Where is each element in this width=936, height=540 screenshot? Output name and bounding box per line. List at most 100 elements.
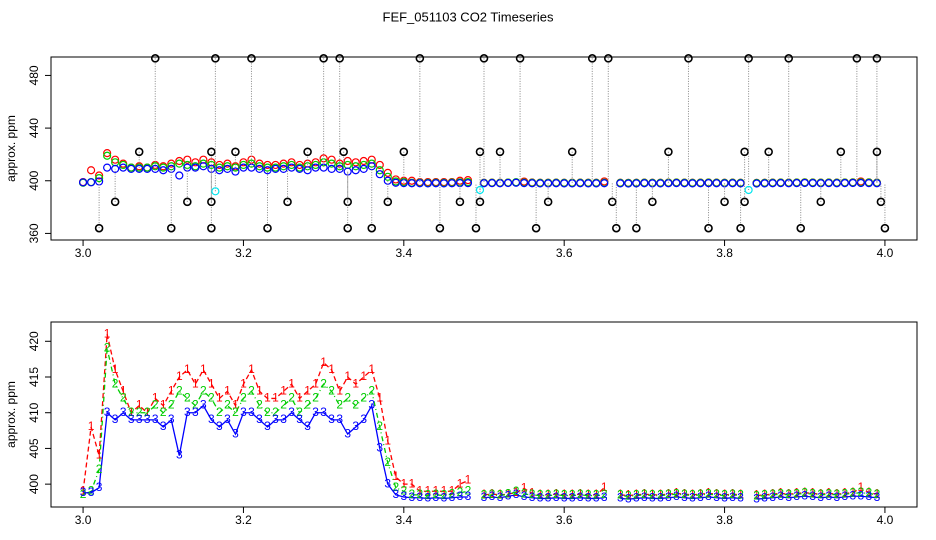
point-label: 1 [673,486,680,500]
point [391,178,400,187]
point-label: 2 [288,391,295,405]
point [872,147,882,157]
y-tick-label: 480 [27,65,41,85]
point-label: 3 [408,490,415,504]
point-label: 1 [128,405,135,419]
point-label: 2 [441,488,448,502]
point [199,159,208,168]
point [86,178,96,187]
point-label: 2 [673,486,680,500]
point-label: 2 [465,483,472,497]
point-label: 2 [112,376,119,390]
point-label: 1 [481,487,488,501]
point-label: 1 [144,405,151,419]
point-label: 2 [408,487,415,501]
point [359,156,368,166]
point-label: 3 [777,489,784,503]
point-label: 3 [264,419,271,433]
point [664,147,673,157]
point [712,179,721,188]
point-label: 3 [729,490,736,504]
point-label: 1 [641,486,648,500]
point [335,164,344,174]
point-label: 3 [376,441,383,455]
point-label: 1 [208,376,215,390]
x-tick-label: 3.2 [235,246,252,260]
point [592,179,601,188]
point [431,179,440,188]
point-label: 3 [336,412,343,426]
point-label: 1 [874,486,881,500]
point [283,197,292,207]
point [111,164,120,174]
point [688,179,697,188]
point [223,162,232,171]
point [287,163,296,172]
point-label: 1 [545,487,552,501]
point [207,223,216,233]
point-label: 1 [721,487,728,501]
point [612,223,621,233]
point-label: 3 [80,485,87,499]
point [744,185,753,195]
point-label: 1 [368,362,375,376]
point-label: 3 [88,485,95,499]
point [531,223,541,233]
point-label: 2 [625,488,632,502]
point-label: 1 [176,369,183,383]
point [648,197,657,207]
point [600,179,609,188]
y-tick-label: 420 [27,331,41,351]
point-label: 1 [256,383,263,397]
point [335,162,344,171]
point [684,54,693,63]
point-label: 3 [312,405,319,419]
point [263,160,272,170]
point-label: 3 [272,412,279,426]
point [375,166,384,175]
point-label: 3 [280,412,287,426]
point-label: 2 [841,486,848,500]
point [351,166,360,175]
point-label: 3 [553,490,560,504]
point-label: 2 [328,383,335,397]
point [359,164,368,174]
point-label: 2 [529,487,536,501]
point-label: 3 [681,490,688,504]
point-label: 3 [240,405,247,419]
point-label: 1 [753,488,760,502]
y-tick-label: 405 [27,438,41,458]
point [560,179,569,188]
point [640,179,649,188]
point [511,178,521,187]
point-label: 3 [457,489,464,503]
point-label: 2 [352,398,359,412]
point-label: 1 [593,487,600,501]
point-label: 2 [537,488,544,502]
point-label: 1 [681,486,688,500]
point-label: 3 [866,489,873,503]
point-label: 3 [328,412,335,426]
point-label: 3 [625,491,632,505]
point-label: 3 [168,412,175,426]
point-label: 2 [569,488,576,502]
point-label: 1 [793,486,800,500]
point-label: 1 [841,486,848,500]
point-label: 3 [785,490,792,504]
point [319,154,328,163]
point-label: 3 [521,489,528,503]
point-label: 1 [88,419,95,433]
point-label: 3 [232,426,239,440]
point-label: 3 [689,491,696,505]
point-label: 3 [320,405,327,419]
point-label: 2 [753,488,760,502]
point-label: 3 [441,491,448,505]
point [231,167,240,176]
point [175,159,184,168]
point [856,178,865,188]
point [584,179,593,188]
x-tick-label: 4.0 [877,513,894,527]
point-label: 3 [144,412,151,426]
point-label: 2 [224,398,231,412]
point-label: 3 [537,491,544,505]
